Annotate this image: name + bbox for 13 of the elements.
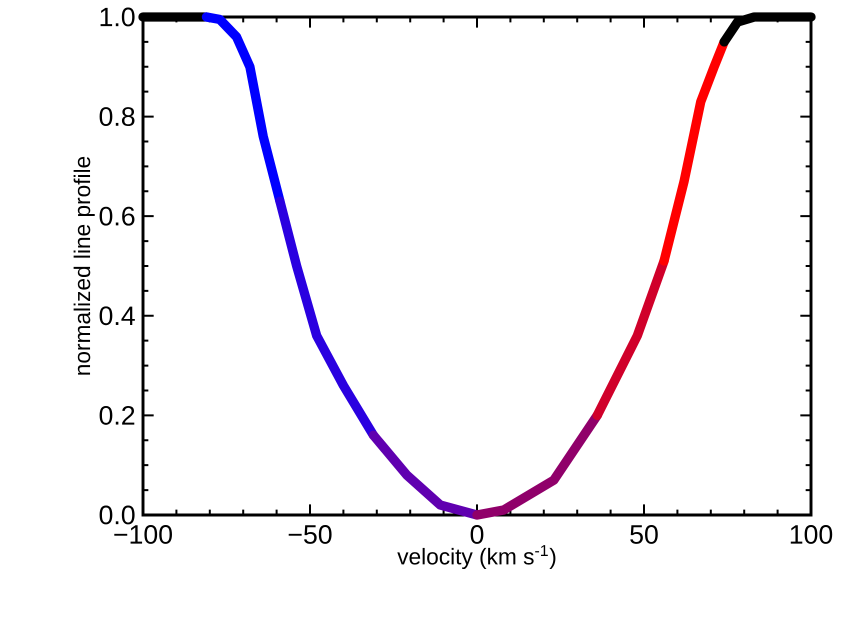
y-tick-label: 0.2 bbox=[100, 406, 134, 425]
y-tick-label: 0.8 bbox=[100, 107, 134, 126]
y-tick-label: 0.0 bbox=[100, 506, 135, 524]
y-tick-label: 1.0 bbox=[100, 8, 135, 26]
y-tick-label: 0.4 bbox=[100, 306, 135, 326]
x-axis-title: velocity (km s$^{-1}$) bbox=[397, 545, 556, 570]
x-tick-label: −100 bbox=[114, 525, 172, 544]
x-tick-label: 0 bbox=[470, 525, 484, 544]
x-tick-label: −50 bbox=[288, 525, 332, 544]
y-tick-label: 0.6 bbox=[100, 206, 134, 226]
y-axis-title: normalized line profile bbox=[74, 156, 95, 375]
x-tick-label: 50 bbox=[630, 525, 658, 544]
x-tick-label: 100 bbox=[790, 525, 832, 544]
